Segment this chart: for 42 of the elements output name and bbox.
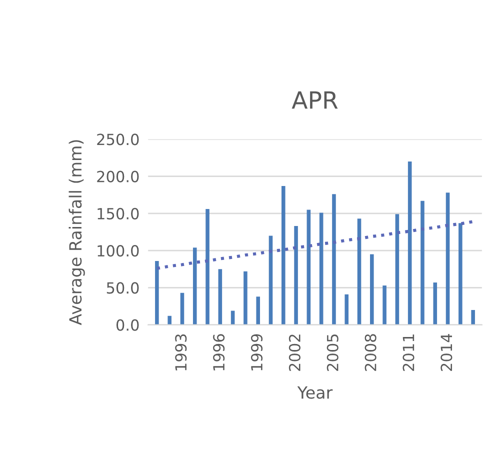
x-tick-label: 1996 (213, 334, 225, 370)
bar (180, 292, 184, 325)
bar (433, 282, 438, 325)
bar (382, 285, 386, 325)
bar (244, 271, 248, 325)
bar (420, 200, 424, 325)
x-tick-label: 2014 (440, 334, 452, 371)
bar (192, 248, 197, 325)
x-tick-label: 2008 (364, 334, 376, 371)
bar (294, 226, 298, 325)
bar (357, 218, 362, 325)
y-tick-label: 250.0 (97, 134, 139, 146)
bar (306, 210, 311, 325)
x-tick-label: 2005 (326, 334, 338, 371)
y-tick-label: 150.0 (98, 208, 139, 220)
bar (281, 186, 286, 325)
bar (471, 310, 475, 325)
x-axis-title: Year (297, 386, 333, 399)
bar (155, 260, 159, 325)
bar (408, 161, 412, 325)
x-tick-label: 2002 (288, 334, 300, 371)
y-tick-label: 100.0 (98, 245, 139, 257)
bar (395, 214, 400, 325)
bar (218, 269, 222, 325)
bar (256, 296, 260, 325)
line-series (155, 220, 475, 270)
bar (206, 208, 210, 325)
x-tick-label: 2011 (402, 334, 414, 371)
bar (168, 316, 172, 325)
bar (332, 194, 336, 325)
chart-title: APR (292, 91, 338, 109)
y-axis-title: Average Rainfall (mm) (68, 140, 85, 326)
bar (446, 192, 450, 325)
y-tick-label: 0.0 (116, 319, 139, 331)
x-tick-label: 1993 (175, 334, 187, 370)
y-tick-label: 200.0 (97, 170, 139, 182)
x-tick-label: 1999 (250, 334, 263, 370)
bar (370, 254, 374, 325)
bar (458, 223, 462, 325)
y-tick-label: 50.0 (106, 282, 139, 294)
bar (319, 212, 324, 325)
bar (344, 294, 349, 325)
